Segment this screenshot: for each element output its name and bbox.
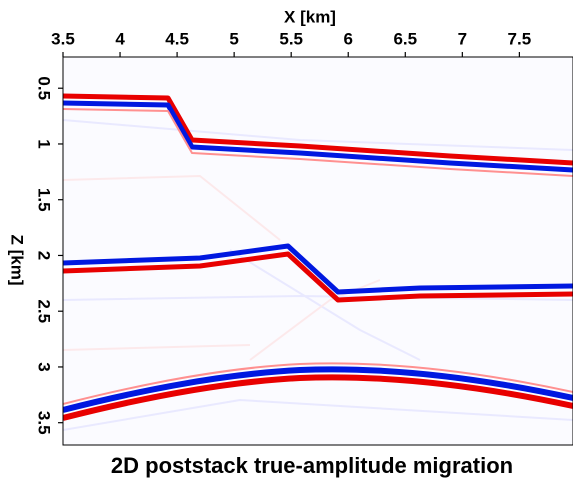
y-tick-label: 1.5 [35, 188, 54, 212]
y-tick-label: 2.5 [35, 299, 54, 323]
x-tick-label: 7 [458, 29, 467, 48]
chart-title: 2D poststack true-amplitude migration [111, 453, 513, 478]
y-tick-label: 3 [35, 362, 54, 371]
x-tick-label: 6 [344, 29, 353, 48]
y-tick-label: 3.5 [35, 411, 54, 435]
x-tick-label: 4.5 [165, 29, 189, 48]
x-tick-label: 7.5 [508, 29, 532, 48]
x-tick-label: 5 [229, 29, 238, 48]
x-axis-label: X [km] [284, 7, 336, 26]
y-tick-label: 2 [35, 251, 54, 260]
x-tick-label: 4 [115, 29, 125, 48]
x-tick-label: 5.5 [279, 29, 303, 48]
seismic-image [63, 57, 573, 445]
y-axis-label: Z [km] [8, 235, 27, 286]
y-tick-label: 0.5 [35, 76, 54, 100]
x-tick-label: 3.5 [51, 29, 75, 48]
y-tick-label: 1 [35, 139, 54, 148]
x-tick-label: 6.5 [393, 29, 417, 48]
plot-frame [62, 56, 573, 446]
